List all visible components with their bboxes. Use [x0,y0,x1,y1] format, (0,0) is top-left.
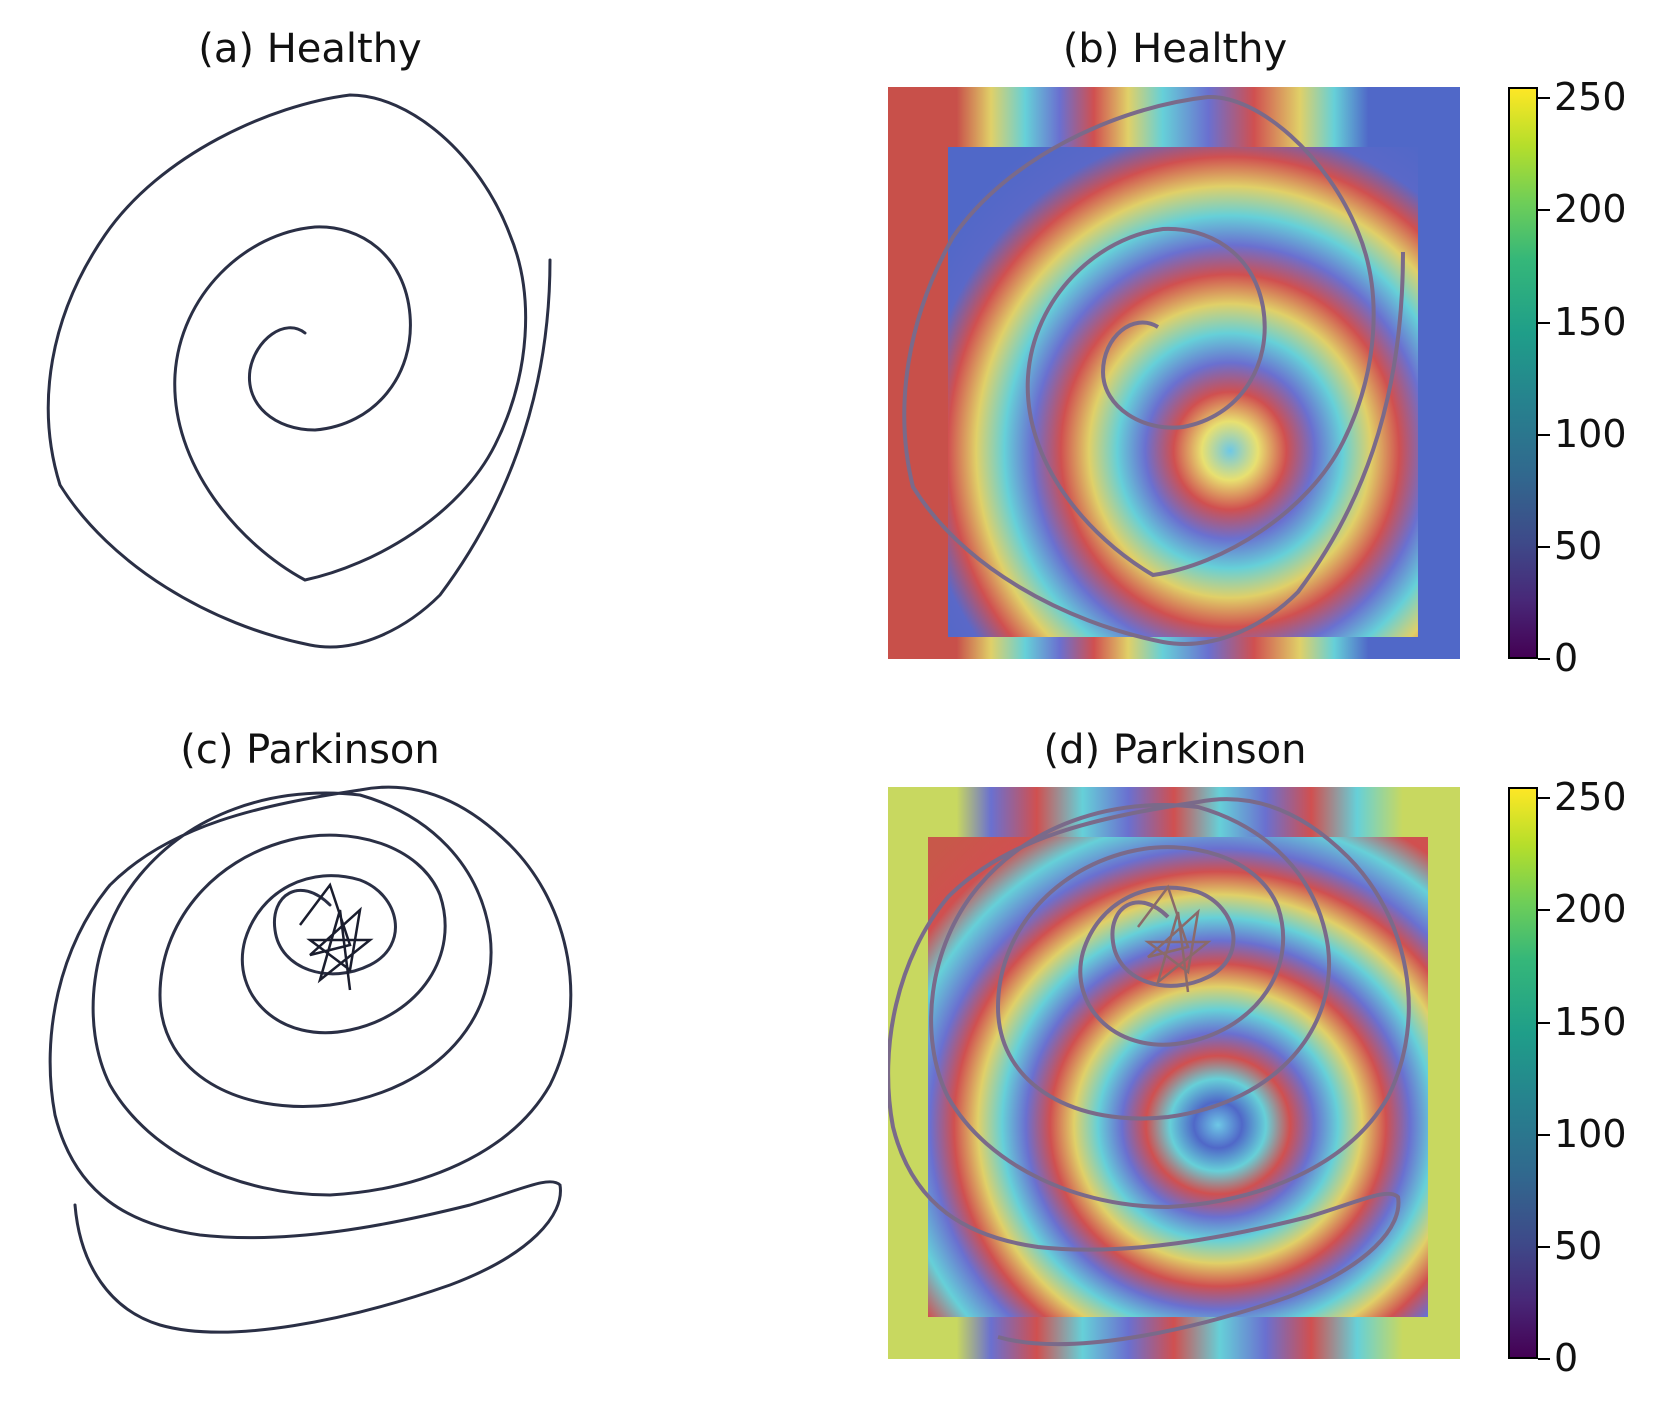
colorbar-top-tick [1538,545,1550,548]
parkinson-spiral-drawing [30,785,610,1355]
healthy-spiral-drawing [30,85,600,655]
panel-b-title: (b) Healthy [1062,26,1288,72]
panel-a-title: (a) Healthy [198,26,422,72]
spiral-stroke [46,93,552,649]
colorbar-top-tick-label: 50 [1554,523,1603,568]
parkinson-spiral-heatmap [888,787,1460,1359]
colorbar-top-tick [1538,97,1550,100]
colorbar-bottom-tick-label: 200 [1554,887,1627,932]
colorbar-top-tick-label: 250 [1554,75,1627,120]
tremor-spiral-stroke [48,785,573,1334]
colorbar-bottom-tick [1538,1133,1550,1136]
tremor-spiral-overlay [888,797,1411,1347]
colorbar-top [1508,87,1538,659]
spiral-overlay [902,94,1405,646]
panel-d-title: (d) Parkinson [1043,727,1307,773]
colorbar-bottom-tick [1538,1358,1550,1360]
panel-c-title: (c) Parkinson [180,727,440,773]
colorbar-bottom-tick-label: 250 [1554,775,1627,820]
colorbar-bottom-tick-label: 100 [1554,1111,1627,1156]
colorbar-top-tick [1538,658,1550,660]
colorbar-bottom-tick [1538,1021,1550,1024]
colorbar-bottom-tick-label: 0 [1554,1336,1579,1380]
center-scribble [299,882,374,991]
colorbar-bottom-tick [1538,909,1550,912]
colorbar-bottom-tick [1538,1245,1550,1248]
colorbar-top-tick-label: 200 [1554,187,1627,232]
center-scribble-overlay [1137,884,1212,993]
healthy-spiral-heatmap [888,87,1460,659]
colorbar-top-tick [1538,209,1550,212]
colorbar-top-tick-label: 100 [1554,411,1627,456]
colorbar-top-tick-label: 150 [1554,299,1627,344]
colorbar-bottom-tick [1538,797,1550,800]
colorbar-bottom [1508,787,1538,1359]
colorbar-top-tick [1538,433,1550,436]
colorbar-bottom-tick-label: 150 [1554,999,1627,1044]
colorbar-top-tick-label: 0 [1554,636,1579,680]
colorbar-bottom-tick-label: 50 [1554,1223,1603,1268]
colorbar-top-tick [1538,321,1550,324]
